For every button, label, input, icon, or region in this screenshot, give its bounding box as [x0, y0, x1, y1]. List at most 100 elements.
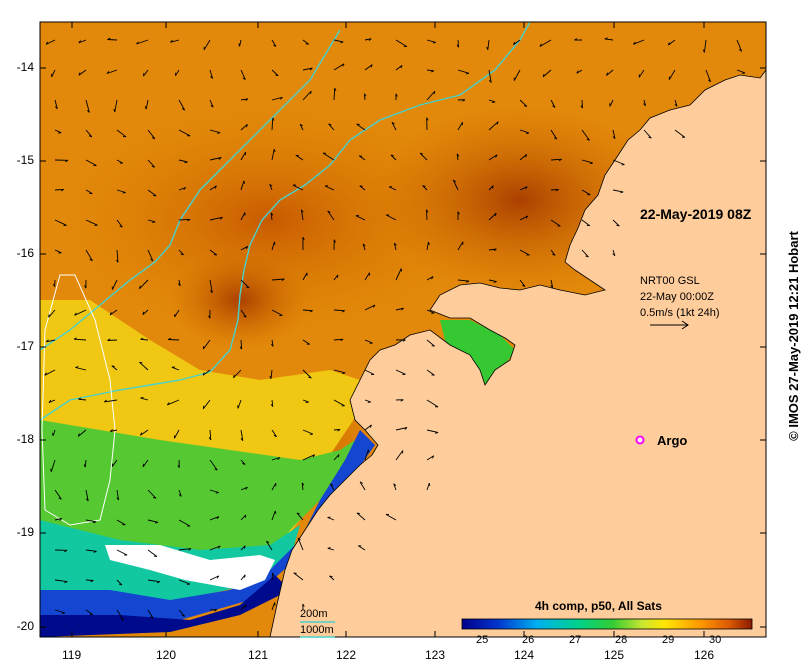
current-vector-head: [140, 396, 144, 399]
current-vector-head: [422, 185, 426, 187]
current-vector: [44, 369, 56, 376]
current-vector: [300, 209, 304, 221]
current-vector-head: [78, 72, 81, 76]
current-vector-head: [555, 189, 559, 192]
current-vector-head: [269, 183, 273, 187]
current-vector: [266, 540, 273, 551]
current-vector-head: [152, 221, 156, 224]
current-vector: [302, 369, 312, 379]
current-vector: [581, 159, 593, 164]
current-vector-head: [245, 98, 249, 102]
colorbar-tick-label: 29: [662, 634, 675, 646]
current-vector-head: [367, 449, 370, 453]
current-vector: [209, 459, 218, 471]
current-vector: [426, 369, 435, 376]
current-vector-head: [52, 432, 54, 436]
current-vector: [487, 39, 490, 50]
current-vector: [426, 429, 439, 433]
current-vector-head: [216, 575, 220, 579]
current-vector-head: [270, 343, 274, 347]
current-vector: [114, 99, 118, 112]
current-vector-head: [59, 518, 63, 521]
current-vector: [426, 209, 428, 221]
current-vector-head: [333, 239, 336, 243]
current-vector: [116, 609, 124, 621]
current-vector: [85, 519, 97, 523]
current-vector: [78, 429, 87, 437]
isobath-1000m: [40, 29, 341, 351]
current-vector: [240, 123, 248, 131]
current-vector: [136, 39, 149, 45]
current-vector: [363, 93, 366, 101]
current-vector-head: [296, 512, 300, 515]
current-vector-head: [208, 437, 212, 441]
current-vector-head: [110, 429, 113, 432]
current-vector-head: [667, 42, 670, 46]
argo-label: Argo: [657, 433, 688, 448]
current-vector: [295, 154, 304, 161]
current-vector: [54, 489, 62, 500]
current-vector: [209, 489, 219, 493]
current-vector: [426, 69, 434, 72]
current-vector: [178, 249, 184, 256]
current-vector: [292, 184, 304, 191]
current-vector: [116, 519, 126, 526]
current-vector-head: [119, 225, 123, 228]
current-vector-head: [78, 40, 82, 44]
current-vector: [612, 129, 616, 139]
current-vector: [48, 309, 56, 318]
current-vector: [240, 339, 243, 350]
current-vector-head: [187, 219, 191, 222]
current-vector-head: [208, 315, 211, 319]
current-vector-head: [242, 77, 246, 80]
current-vector-head: [50, 468, 52, 472]
current-vector: [333, 454, 340, 461]
current-vector-head: [242, 463, 246, 465]
current-vector-head: [364, 93, 367, 97]
current-vector-head: [340, 338, 344, 342]
current-vector-head: [54, 106, 58, 110]
current-vector-head: [612, 253, 616, 257]
current-vector-head: [64, 581, 68, 584]
current-vector-head: [341, 310, 345, 313]
axis-ticks: [40, 22, 766, 637]
current-vector-head: [84, 285, 87, 289]
current-vector-head: [401, 307, 404, 311]
current-vector: [322, 152, 335, 161]
sst-warm-core: [50, 100, 490, 340]
current-vector: [142, 459, 149, 468]
current-vector: [85, 489, 89, 502]
current-vector: [48, 399, 56, 404]
current-vector: [209, 185, 217, 191]
current-vector-head: [109, 312, 112, 316]
current-vector-head: [426, 209, 429, 213]
current-vector: [393, 483, 397, 491]
current-vector: [385, 514, 397, 521]
current-vector: [333, 338, 344, 341]
current-vector: [364, 424, 372, 431]
current-vector-head: [427, 241, 430, 245]
current-vector-head: [359, 185, 363, 187]
current-vector: [203, 39, 211, 51]
current-vector-head: [142, 311, 145, 315]
current-vector-head: [139, 361, 143, 364]
current-vector-head: [402, 339, 406, 342]
lat-tick-label: -19: [16, 525, 34, 539]
lon-tick-label: 119: [62, 648, 82, 662]
current-vector-head: [327, 210, 331, 213]
current-vector: [116, 129, 127, 138]
current-vectors: [44, 37, 746, 621]
current-vector-head: [83, 464, 86, 468]
current-vector-head: [58, 497, 62, 500]
current-vector: [142, 309, 149, 316]
current-vector-head: [492, 185, 494, 189]
current-vector: [519, 186, 528, 191]
current-vector: [299, 123, 304, 131]
current-vector-head: [240, 438, 244, 441]
current-vector: [45, 39, 56, 45]
current-vector-head: [312, 454, 316, 458]
current-vector-head: [558, 158, 562, 162]
current-vector: [209, 157, 222, 161]
current-vector-head: [400, 65, 403, 69]
current-vector: [333, 274, 339, 281]
